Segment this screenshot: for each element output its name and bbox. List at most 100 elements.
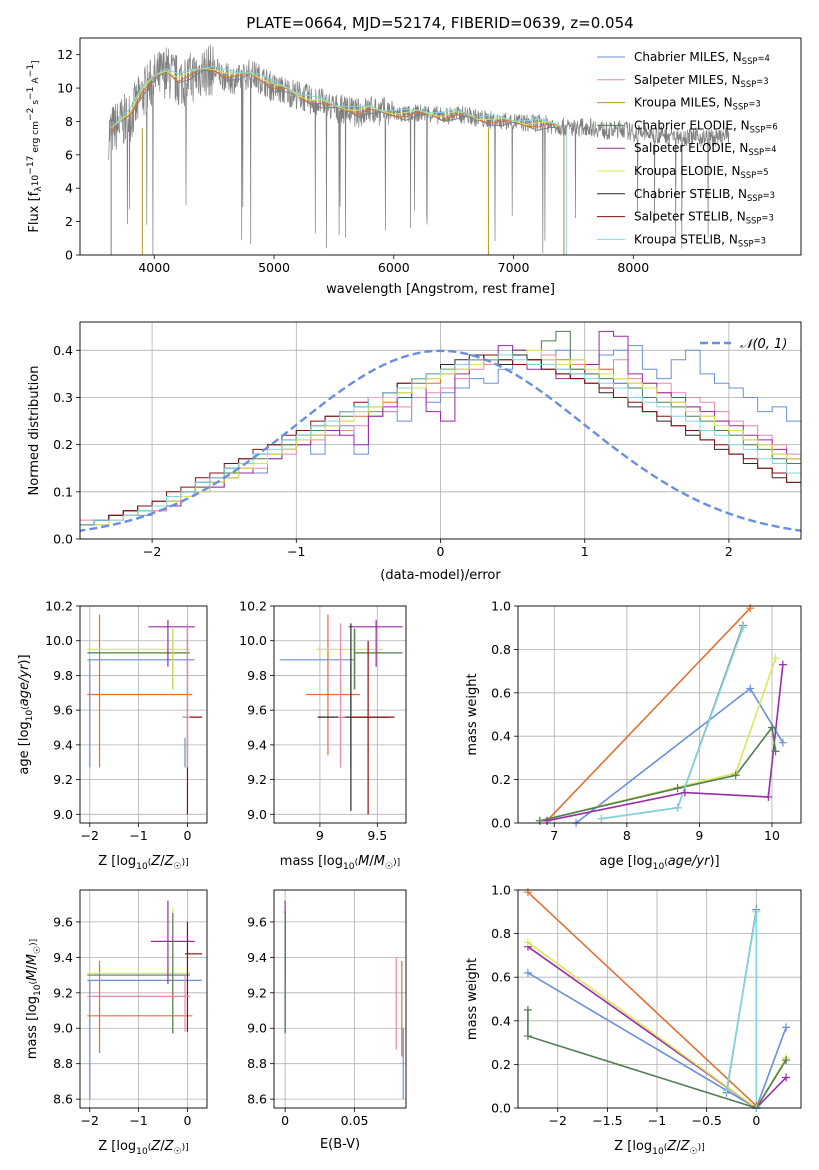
- histogram-line: [80, 349, 801, 526]
- y-tick-label: 0.6: [491, 970, 511, 985]
- weight-marker: [543, 816, 552, 825]
- x-tick-label: −1: [287, 544, 305, 559]
- plot-area: [274, 890, 406, 1108]
- x-tick-label: 0.05: [341, 1113, 369, 1128]
- y-axis-label: mass weight: [465, 958, 480, 1040]
- panel-weight-vs-age: 7 8 9 10 0.0 0.2 0.4 0.6 0.8 1.0 mass weight age [l…: [465, 599, 802, 872]
- y-tick-label: 0.2: [53, 437, 73, 452]
- plot-area: [80, 890, 207, 1108]
- weight-line: [546, 664, 784, 822]
- y-axis-label: mass weight: [465, 673, 480, 755]
- y-tick-label: 12: [57, 47, 73, 62]
- y-tick-label: 10: [57, 81, 73, 96]
- weight-marker: [771, 747, 780, 756]
- x-tick-label: −2: [143, 544, 161, 559]
- model-spectrum-line: [110, 65, 562, 129]
- x-axis-label: E(B-V): [320, 1137, 360, 1152]
- weight-marker: [523, 938, 532, 947]
- plot-area: [80, 606, 207, 823]
- x-tick-label: −0.5: [691, 1113, 721, 1128]
- panel-mass-vs-EBV: 0 0.05 8.6 8.8 9.0 9.2 9.4 9.6 E(B-V): [247, 889, 407, 1152]
- y-tick-label: 9.4: [53, 737, 73, 752]
- weight-line: [539, 657, 777, 822]
- weight-marker: [767, 723, 776, 732]
- axes-frame: [273, 889, 407, 1109]
- weight-line: [527, 1009, 787, 1108]
- y-tick-label: 9.8: [53, 668, 73, 683]
- x-tick-label: −1: [129, 828, 147, 843]
- histogram-line: [80, 354, 801, 526]
- weight-marker: [778, 660, 787, 669]
- y-tick-label: 8.8: [53, 1056, 73, 1071]
- plot-area: [518, 890, 801, 1108]
- histogram-line: [80, 345, 801, 526]
- weight-line: [546, 607, 751, 822]
- x-tick-label: 9: [316, 828, 324, 843]
- legend-entry: Salpeter MILES, NSSP=3: [634, 73, 769, 89]
- y-tick-label: 10.2: [45, 599, 73, 614]
- y-tick-label: 8.6: [53, 1092, 73, 1107]
- y-tick-label: 0.2: [491, 1057, 511, 1072]
- weight-marker: [782, 1023, 791, 1032]
- axes-frame: [273, 605, 407, 824]
- y-tick-label: 0.0: [491, 1101, 511, 1116]
- weight-marker: [746, 684, 755, 693]
- y-tick-label: 9.6: [247, 703, 267, 718]
- y-tick-label: 9.2: [247, 985, 267, 1000]
- panel-spectrum: 4000 5000 6000 7000 8000 0 2 4 6 8 10 12 wavelength …: [26, 37, 802, 297]
- histogram-line: [80, 354, 801, 526]
- y-tick-label: 9.0: [53, 1021, 73, 1036]
- y-tick-label: 9.6: [247, 914, 267, 929]
- x-tick-label: 9.5: [367, 828, 387, 843]
- y-tick-label: 10.2: [239, 599, 267, 614]
- weight-marker: [680, 788, 689, 797]
- x-tick-label: −2: [81, 1113, 99, 1128]
- panel-mass-vs-Z: −2 −1 0 8.6 8.8 9.0 9.2 9.4 9.6 Z [log10(Z/Z☉)] ma…: [25, 889, 208, 1157]
- y-tick-label: 9.6: [53, 914, 73, 929]
- weight-marker: [673, 784, 682, 793]
- figure-title: PLATE=0664, MJD=52174, FIBERID=0639, z=0…: [246, 14, 633, 32]
- y-tick-label: 9.8: [247, 668, 267, 683]
- y-tick-label: 0.8: [491, 926, 511, 941]
- y-axis-label: Normed distribution: [27, 366, 42, 496]
- y-tick-label: 1.0: [491, 599, 511, 614]
- weight-marker: [746, 604, 755, 613]
- panel-residuals: −2 −1 0 1 2 0.0 0.1 0.2 0.3 0.4 (data-model)/error…: [27, 321, 802, 583]
- y-tick-label: 9.2: [53, 772, 73, 787]
- x-tick-label: 1: [581, 544, 589, 559]
- y-tick-label: 9.4: [247, 950, 267, 965]
- legend-entry: Kroupa MILES, NSSP=3: [634, 96, 761, 112]
- y-tick-label: 6: [65, 147, 73, 162]
- x-tick-label: 0: [183, 828, 191, 843]
- y-tick-label: 0.0: [491, 816, 511, 831]
- y-tick-label: 9.2: [247, 772, 267, 787]
- weight-line: [527, 946, 787, 1108]
- y-tick-label: 8.6: [247, 1092, 267, 1107]
- axes-frame: [79, 321, 802, 540]
- weight-marker: [782, 1056, 791, 1065]
- weight-line: [527, 891, 757, 1107]
- y-tick-label: 0: [65, 248, 73, 263]
- weight-marker: [731, 771, 740, 780]
- weight-marker: [782, 1073, 791, 1082]
- legend-entry: Kroupa ELODIE, NSSP=5: [634, 164, 769, 180]
- x-tick-label: 0: [437, 544, 445, 559]
- legend-entry: Salpeter ELODIE, NSSP=4: [634, 141, 776, 157]
- y-axis-label: mass [log10(M/M☉)]: [25, 939, 43, 1059]
- x-tick-label: 7: [550, 828, 558, 843]
- weight-marker: [752, 907, 761, 916]
- y-tick-label: 4: [65, 181, 73, 196]
- legend-entry: 𝒩(0, 1): [740, 337, 787, 352]
- x-tick-label: 8: [623, 828, 631, 843]
- axes-frame: [517, 889, 802, 1109]
- axes-frame: [79, 37, 802, 256]
- y-tick-label: 0.4: [491, 729, 511, 744]
- y-tick-label: 9.0: [247, 1021, 267, 1036]
- y-tick-label: 9.4: [53, 950, 73, 965]
- x-tick-label: −2: [549, 1113, 567, 1128]
- weight-line: [539, 725, 777, 822]
- weight-marker: [523, 888, 532, 897]
- y-tick-label: 0.4: [53, 343, 73, 358]
- x-axis-label: (data-model)/error: [380, 568, 501, 583]
